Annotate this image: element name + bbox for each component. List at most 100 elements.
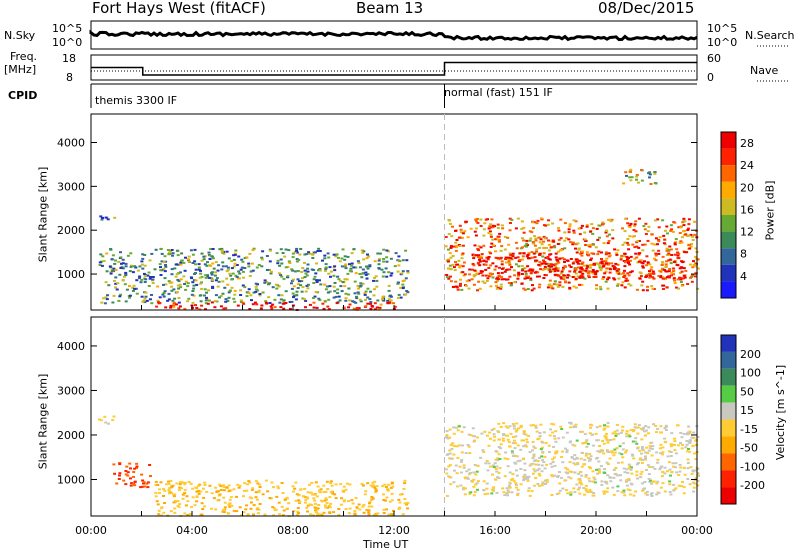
power-cell-4 bbox=[578, 276, 582, 279]
velocity-cell-2 bbox=[399, 493, 402, 496]
power-cell-1 bbox=[396, 281, 400, 284]
velocity-cell-3 bbox=[561, 436, 565, 439]
power-cell-2 bbox=[304, 306, 307, 309]
velocity-cell-1 bbox=[129, 484, 133, 487]
power-cell-1 bbox=[318, 279, 321, 282]
power-colorbar-swatch-7 bbox=[721, 248, 736, 265]
velocity-cell-3 bbox=[584, 484, 588, 487]
power-cell-1 bbox=[179, 263, 183, 266]
power-cell-1 bbox=[173, 297, 177, 300]
velocity-cell-3 bbox=[650, 495, 654, 497]
power-cell-1 bbox=[358, 266, 362, 269]
power-cell-3 bbox=[683, 251, 687, 254]
power-cell-3 bbox=[601, 221, 605, 224]
velocity-cell-3 bbox=[636, 426, 640, 429]
power-cell-3 bbox=[447, 267, 450, 270]
power-cell-4 bbox=[548, 268, 552, 271]
velocity-cell-2 bbox=[243, 490, 246, 492]
velocity-cell-3 bbox=[606, 439, 610, 442]
velocity-cell-3 bbox=[672, 489, 676, 492]
power-cell-4 bbox=[559, 276, 563, 279]
velocity-cell-3 bbox=[660, 475, 664, 478]
power-cell-3 bbox=[598, 236, 601, 239]
velocity-cell-3 bbox=[665, 470, 669, 473]
power-cell-1 bbox=[191, 262, 195, 264]
power-cell-3 bbox=[586, 272, 590, 274]
freq-frame bbox=[90, 54, 698, 81]
power-cell-1 bbox=[292, 285, 296, 288]
power-cell-1 bbox=[366, 296, 370, 299]
power-cell-5 bbox=[637, 181, 640, 184]
velocity-cell-3 bbox=[447, 465, 451, 468]
power-cell-1 bbox=[233, 300, 237, 303]
power-cell-1 bbox=[280, 275, 284, 278]
velocity-cell-3 bbox=[620, 461, 624, 464]
velocity-cell-3 bbox=[506, 489, 510, 492]
power-cell-3 bbox=[526, 244, 529, 247]
velocity-cell-3 bbox=[606, 421, 610, 424]
power-cell-3 bbox=[645, 289, 649, 292]
power-cell-3 bbox=[484, 218, 488, 221]
velocity-cell-3 bbox=[463, 493, 467, 496]
power-cell-3 bbox=[648, 276, 652, 279]
power-cell-4 bbox=[527, 252, 531, 255]
power-cell-3 bbox=[474, 218, 478, 221]
power-cell-3 bbox=[628, 235, 632, 238]
velocity-cell-3 bbox=[613, 451, 617, 454]
velocity-cell-1 bbox=[143, 485, 147, 488]
velocity-cell-2 bbox=[175, 482, 179, 485]
power-cell-1 bbox=[233, 289, 237, 292]
power-cell-3 bbox=[551, 270, 555, 273]
power-cell-3 bbox=[531, 242, 535, 245]
velocity-cell-3 bbox=[510, 491, 514, 494]
power-cell-3 bbox=[644, 233, 648, 235]
power-cell-3 bbox=[576, 262, 580, 265]
velocity-cell-3 bbox=[457, 425, 461, 428]
velocity-cell-3 bbox=[554, 450, 558, 453]
power-cell-1 bbox=[385, 260, 389, 263]
velocity-cell-2 bbox=[203, 505, 206, 508]
power-cell-4 bbox=[510, 266, 513, 269]
power-cell-1 bbox=[114, 286, 118, 289]
velocity-cell-3 bbox=[583, 433, 587, 436]
velocity-cell-3 bbox=[627, 478, 631, 480]
power-cell-2 bbox=[195, 307, 199, 309]
power-cell-3 bbox=[635, 256, 639, 259]
power-cell-3 bbox=[678, 242, 682, 245]
power-cell-3 bbox=[484, 263, 488, 266]
velocity-cell-3 bbox=[659, 452, 663, 455]
velocity-cell-2 bbox=[340, 497, 343, 500]
velocity-cell-2 bbox=[330, 484, 334, 487]
power-cell-4 bbox=[486, 258, 490, 261]
power-cell-1 bbox=[308, 252, 311, 255]
velocity-cell-2 bbox=[200, 513, 204, 516]
velocity-cell-3 bbox=[688, 450, 692, 453]
velocity-cell-3 bbox=[592, 494, 596, 497]
power-cell-3 bbox=[447, 277, 451, 280]
velocity-cell-3 bbox=[627, 463, 631, 466]
power-cell-3 bbox=[596, 263, 600, 265]
power-cell-3 bbox=[588, 243, 592, 246]
velocity-cell-3 bbox=[685, 443, 689, 446]
velocity-cell-2 bbox=[183, 489, 187, 492]
velocity-cell-3 bbox=[525, 475, 529, 478]
power-cell-3 bbox=[648, 263, 652, 266]
velocity-cell-3 bbox=[624, 480, 628, 483]
power-cell-3 bbox=[643, 243, 647, 246]
velocity-cell-2 bbox=[370, 505, 374, 508]
power-cell-3 bbox=[447, 248, 450, 251]
power-cell-3 bbox=[604, 231, 608, 234]
velocity-cell-2 bbox=[222, 489, 226, 492]
power-cell-1 bbox=[226, 299, 230, 302]
power-cell-1 bbox=[366, 287, 370, 290]
power-cell-3 bbox=[494, 250, 497, 253]
power-cell-3 bbox=[445, 276, 449, 279]
velocity-cell-3 bbox=[603, 480, 607, 483]
velocity-cell-3 bbox=[462, 464, 466, 467]
power-cell-3 bbox=[553, 246, 557, 249]
velocity-cell-2 bbox=[374, 489, 378, 492]
power-cell-1 bbox=[147, 271, 151, 274]
velocity-cell-3 bbox=[534, 424, 538, 427]
power-cell-3 bbox=[461, 271, 465, 274]
power-cell-3 bbox=[668, 245, 672, 248]
